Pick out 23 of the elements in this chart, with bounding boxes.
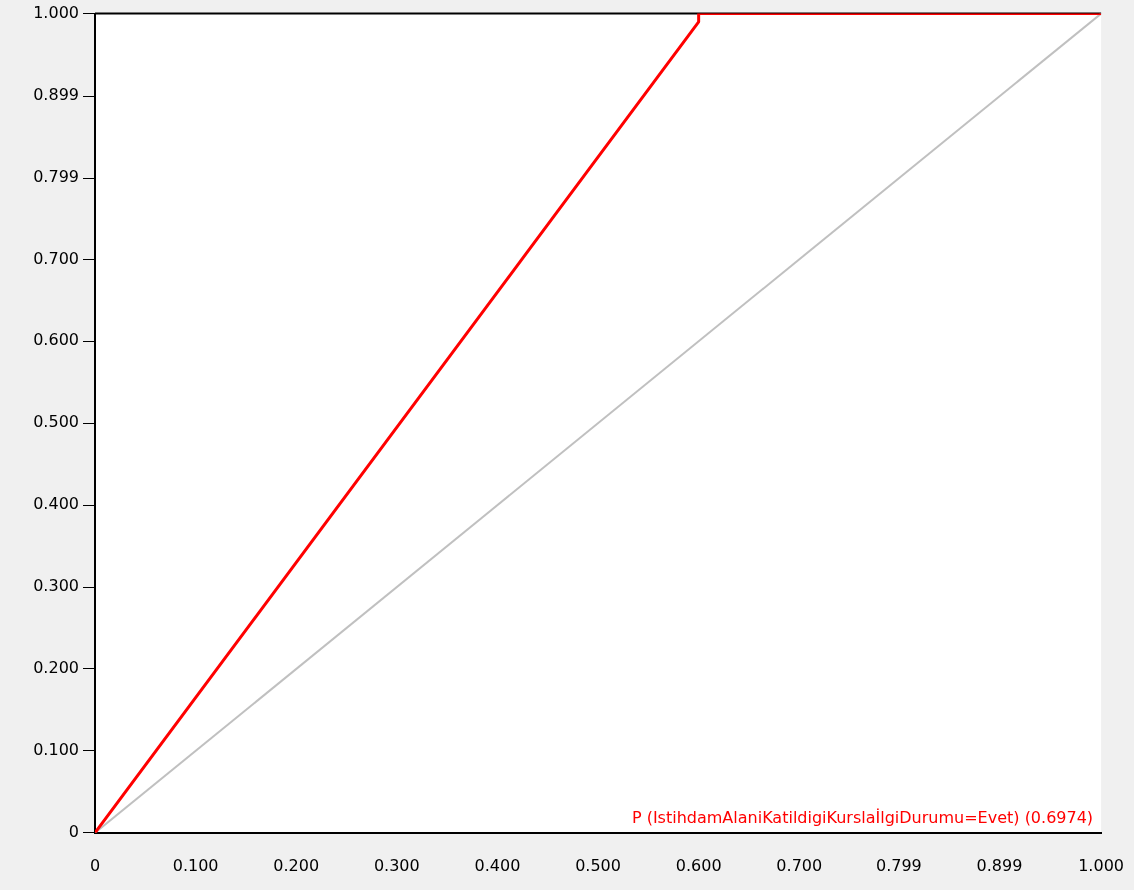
x-tick-label: 0.799 <box>875 855 922 875</box>
y-tick-label: 0.500 <box>33 412 79 432</box>
x-tick-label: 0.300 <box>373 855 420 875</box>
x-tick-label: 0.600 <box>675 855 722 875</box>
x-tick-label: 0 <box>89 855 101 875</box>
x-tick-label: 0.500 <box>575 855 621 875</box>
y-tick-label: 0.100 <box>33 740 79 760</box>
y-tick-label: 0.400 <box>33 494 79 514</box>
x-tick-label: 0.200 <box>273 855 320 875</box>
y-tick-label: 0 <box>68 821 79 841</box>
x-tick-label: 1.000 <box>1078 855 1124 875</box>
x-tick-label: 0.100 <box>172 855 219 875</box>
y-tick-label: 0.600 <box>33 330 79 350</box>
x-tick-label: 0.400 <box>474 855 521 875</box>
y-tick-label: 0.200 <box>33 658 79 678</box>
x-tick-label: 0.700 <box>776 855 823 875</box>
y-tick-label: 0.799 <box>33 167 79 187</box>
y-tick-label: 1.000 <box>33 2 79 22</box>
y-tick-label: 0.700 <box>33 248 79 268</box>
annotation: P (IstihdamAlaniKatildigiKurslaİlgiDurumu=Evet) (0.6974) <box>631 807 1094 827</box>
x-tick-label: 0.899 <box>976 855 1023 875</box>
y-tick-label: 0.899 <box>33 85 79 105</box>
y-tick-label: 0.300 <box>33 576 79 596</box>
